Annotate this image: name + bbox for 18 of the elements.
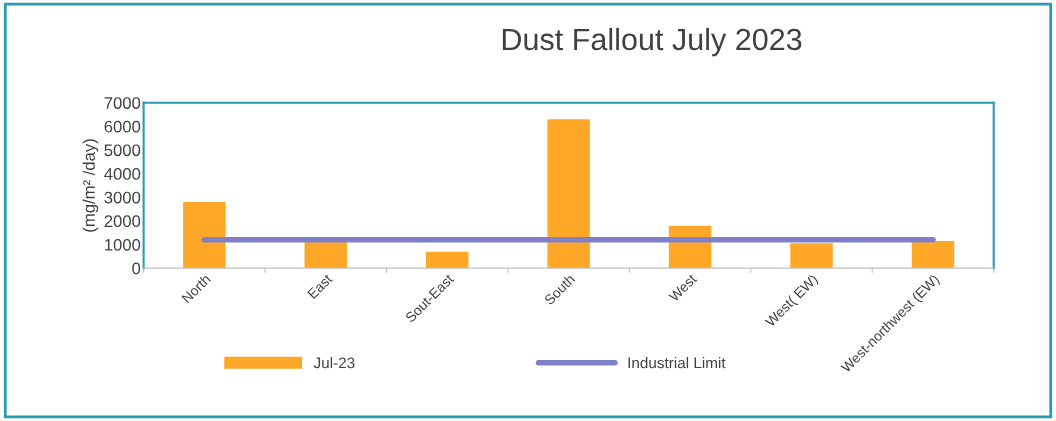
bar: [790, 243, 833, 269]
bar: [911, 241, 955, 269]
y-tick-label: 7000: [104, 97, 141, 109]
bar: [547, 119, 590, 269]
y-tick-label: 0: [132, 262, 141, 275]
chart-title: Dust Fallout July 2023: [502, 27, 802, 57]
y-axis-title: (mg/m² /day): [82, 139, 99, 232]
y-tick-label: 5000: [104, 144, 141, 157]
y-tick-label: 6000: [104, 120, 141, 133]
bar: [183, 202, 226, 269]
y-tick-label: 2000: [104, 215, 141, 228]
y-tick-label: 1000: [105, 238, 141, 251]
legend-label: Industrial Limit: [628, 357, 726, 369]
y-tick-label: 3000: [104, 191, 141, 204]
legend-label: Jul-23: [313, 357, 355, 369]
bar: [304, 241, 348, 269]
bar: [425, 251, 469, 269]
y-tick-label: 4000: [104, 168, 141, 180]
